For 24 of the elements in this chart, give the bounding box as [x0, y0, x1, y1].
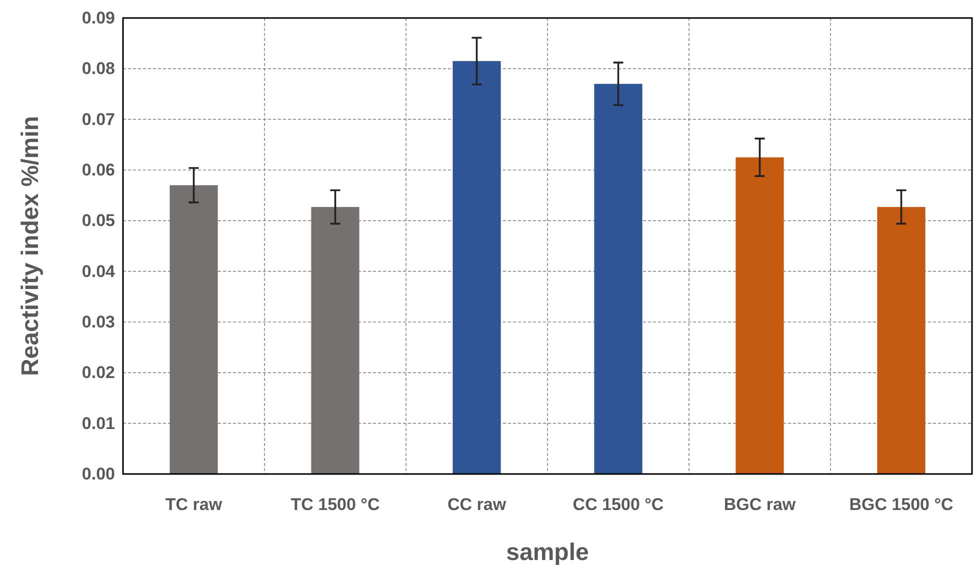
x-tick-label: TC 1500 °C — [290, 495, 380, 514]
x-tick-label: CC raw — [447, 495, 507, 514]
bar — [594, 84, 642, 474]
bar — [736, 157, 784, 474]
x-axis-title: sample — [506, 539, 589, 566]
y-axis-title: Reactivity index %/min — [17, 116, 44, 376]
y-tick-label: 0.08 — [82, 59, 115, 78]
bar — [170, 185, 218, 474]
y-tick-label: 0.05 — [82, 211, 115, 230]
y-tick-label: 0.02 — [82, 363, 115, 382]
bar — [877, 206, 926, 474]
y-tick-label: 0.01 — [82, 414, 115, 433]
x-tick-label: TC raw — [165, 495, 223, 514]
y-tick-label: 0.06 — [82, 160, 115, 180]
x-tick-label: CC 1500 °C — [572, 495, 664, 514]
bar — [311, 206, 360, 474]
x-tick-label: BGC raw — [724, 495, 796, 514]
bar — [452, 61, 501, 474]
y-tick-label: 0.07 — [82, 110, 115, 129]
y-tick-label: 0.03 — [82, 312, 115, 332]
y-tick-label: 0.09 — [82, 8, 115, 28]
x-tick-label: BGC 1500 °C — [849, 495, 954, 514]
y-tick-label: 0.04 — [82, 262, 116, 281]
y-tick-label: 0.00 — [82, 464, 115, 484]
